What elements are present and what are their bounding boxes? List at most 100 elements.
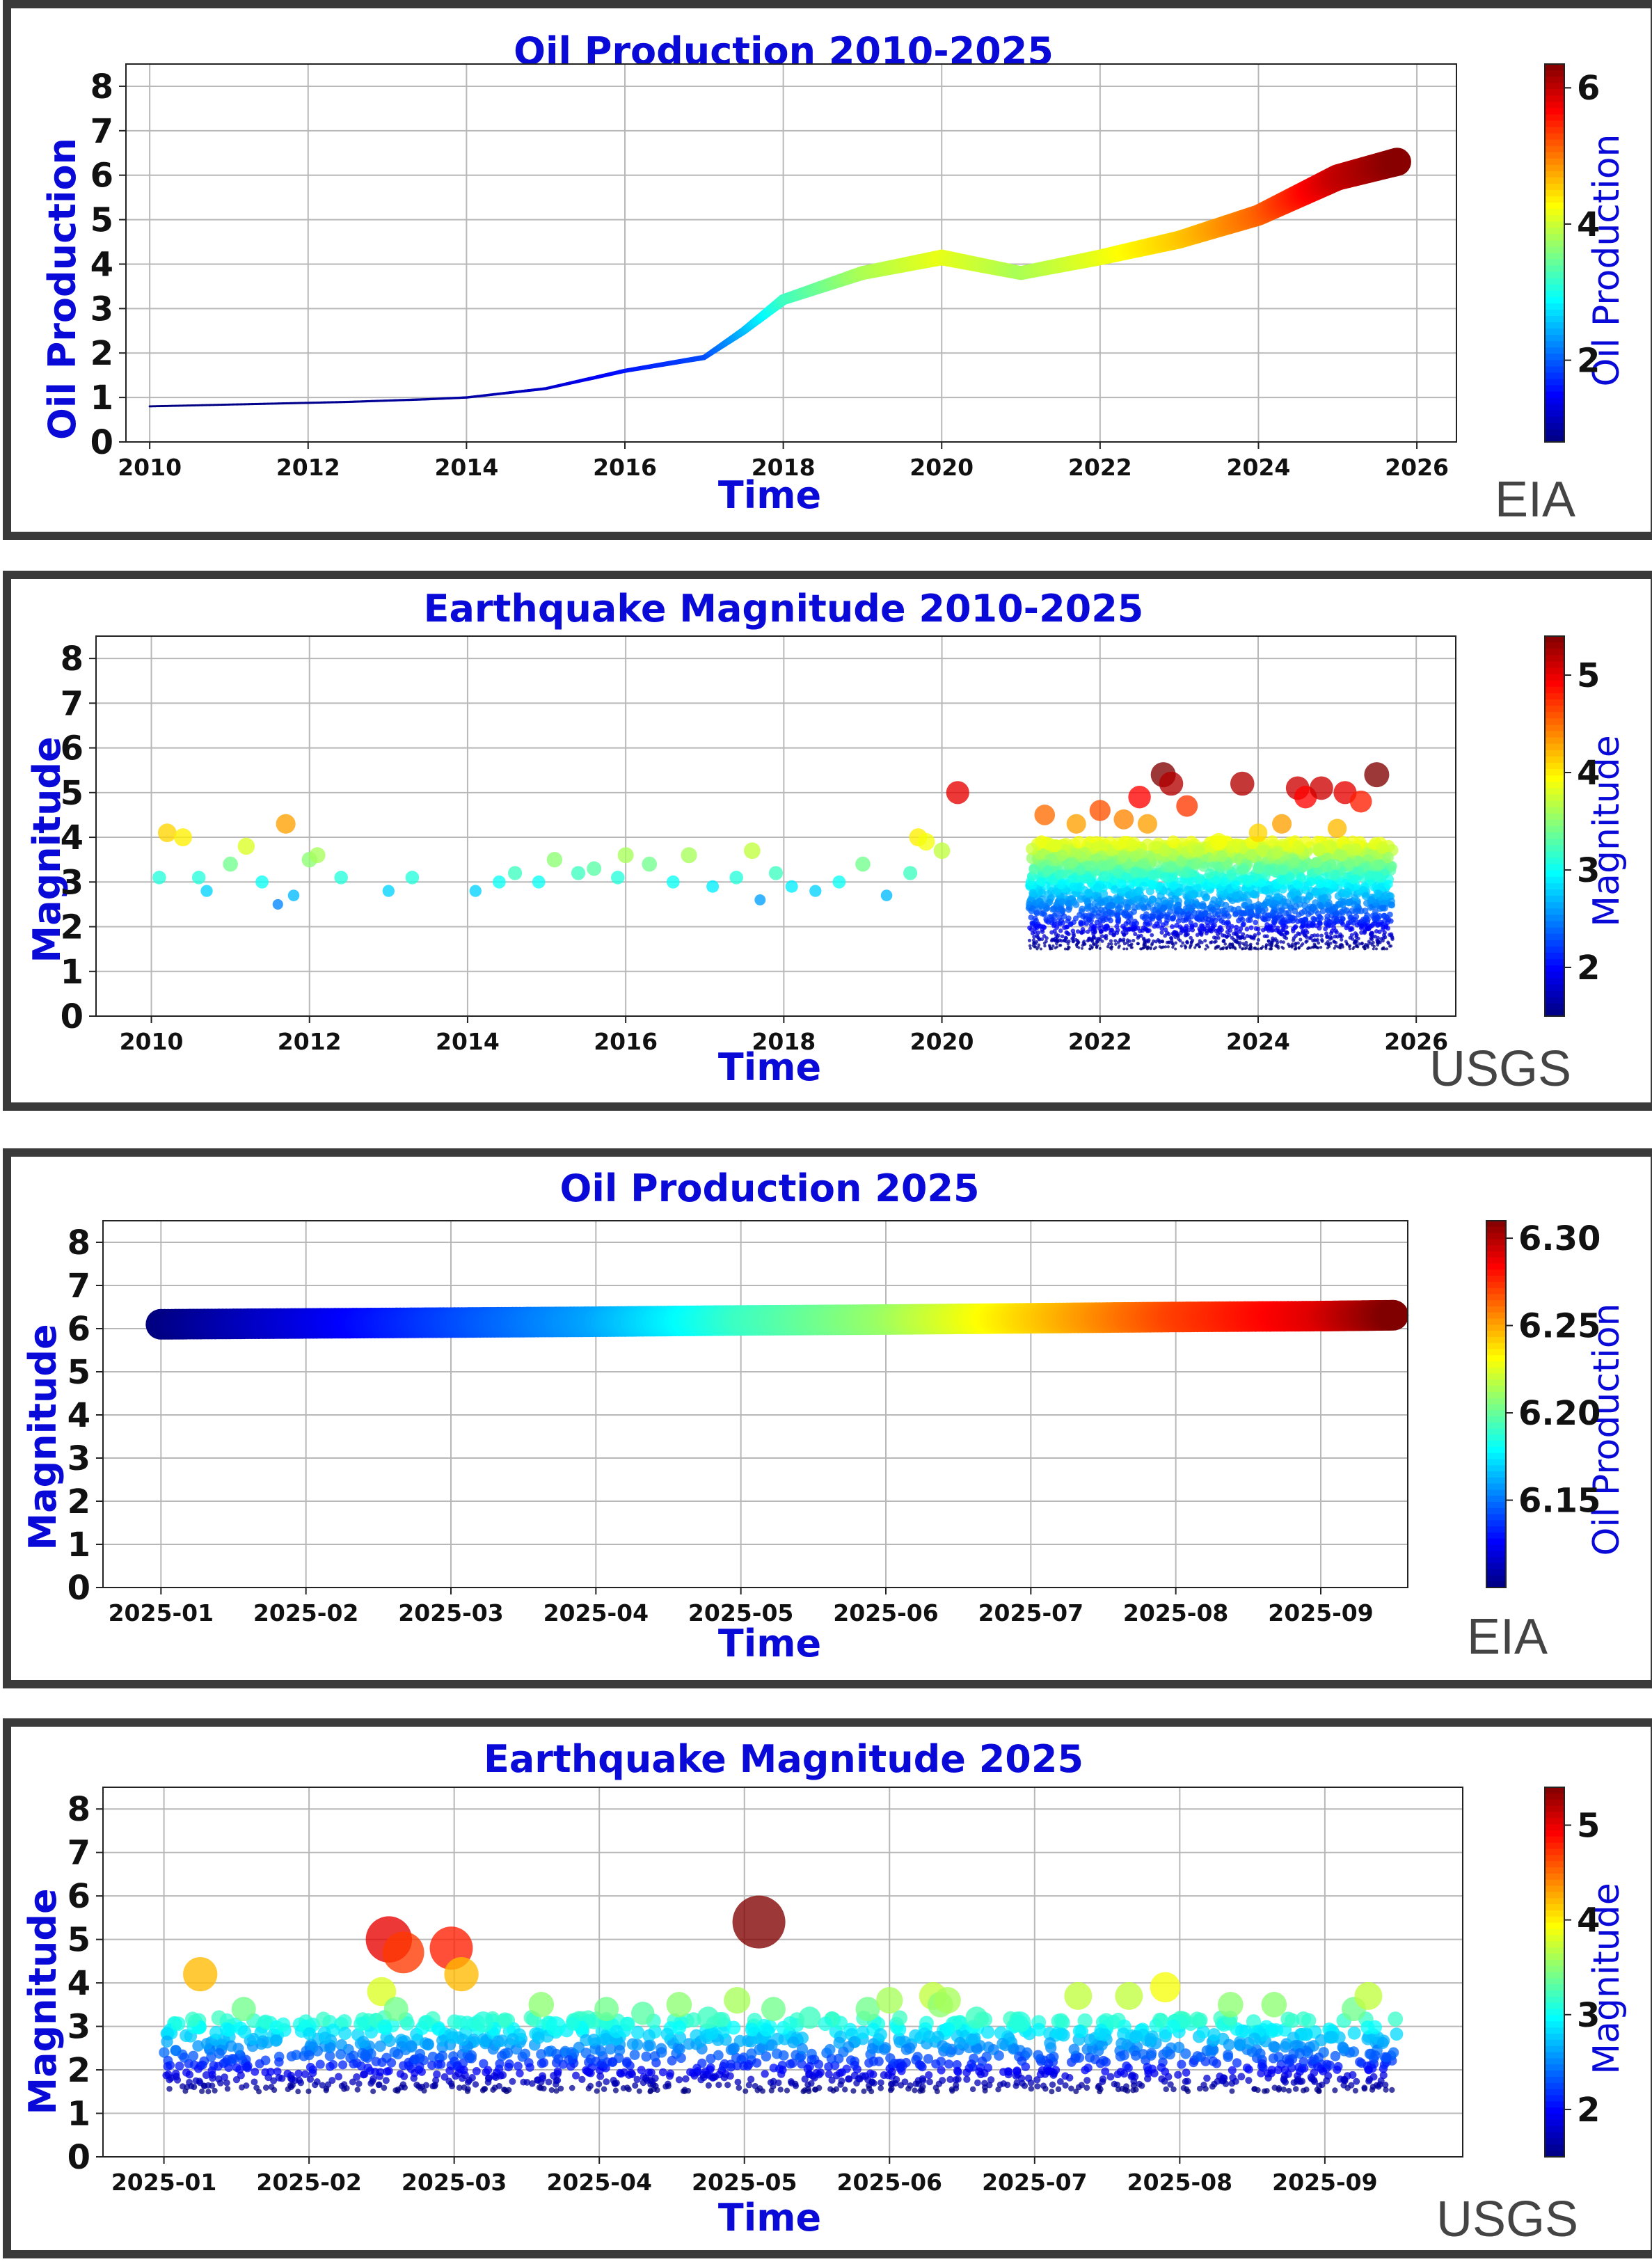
scatter-point [1138, 857, 1150, 869]
colorbar-segment [1486, 1496, 1506, 1503]
colorbar-segment [1545, 725, 1564, 732]
scatter-point [1388, 901, 1396, 909]
colorbar-segment [1486, 1483, 1506, 1491]
scatter-point [629, 2050, 640, 2060]
scatter-point [1060, 920, 1066, 926]
scatter-point [1170, 915, 1177, 921]
colorbar-segment [1486, 1471, 1506, 1478]
scatter-point [1265, 899, 1273, 906]
scatter-point [1048, 2052, 1059, 2062]
y-tick-label: 3 [67, 1439, 90, 1478]
scatter-point [1092, 935, 1096, 940]
colorbar-segment [1545, 328, 1564, 336]
colorbar-segment [1545, 908, 1564, 916]
scatter-point [1287, 892, 1295, 900]
scatter-point [1054, 942, 1058, 946]
scatter-point [1256, 931, 1261, 936]
scatter-point [1355, 944, 1358, 948]
colorbar-segment [1545, 366, 1564, 374]
scatter-point [1129, 889, 1138, 898]
colorbar-segment [1545, 972, 1564, 979]
scatter-point [1132, 919, 1138, 924]
scatter-point [1193, 946, 1197, 949]
scatter-point [1123, 903, 1131, 911]
scatter-point [272, 899, 283, 910]
scatter-point [1328, 935, 1333, 940]
scatter-point [1314, 945, 1317, 949]
scatter-point [200, 885, 213, 897]
scatter-point [1344, 923, 1350, 928]
scatter-point [658, 2068, 667, 2077]
colorbar-segment [1486, 1349, 1506, 1356]
colorbar-segment [1545, 845, 1564, 853]
data-marks [159, 1895, 1404, 2095]
scatter-point [1160, 904, 1168, 912]
scatter-point [1161, 940, 1165, 944]
scatter-point [1157, 939, 1161, 943]
x-tick-label: 2022 [1068, 454, 1132, 481]
scatter-point [1194, 943, 1198, 947]
scatter-point [1152, 924, 1157, 929]
scatter-point [995, 2087, 1001, 2093]
scatter-point [1330, 859, 1342, 871]
scatter-point [223, 856, 238, 872]
colorbar-segment [1486, 1544, 1506, 1552]
scatter-point [1324, 931, 1329, 936]
scatter-point [1198, 910, 1205, 917]
scatter-point [1389, 944, 1393, 948]
scatter-point [1098, 947, 1102, 950]
colorbar-segment [1545, 902, 1564, 910]
colorbar-segment [1545, 139, 1564, 147]
y-tick-label: 4 [61, 818, 84, 857]
colorbar-segment [1545, 158, 1564, 166]
colorbar-segment [1545, 870, 1564, 878]
scatter-point [1058, 943, 1063, 947]
y-tick-label: 5 [90, 201, 113, 240]
scatter-point [1130, 908, 1138, 915]
colorbar-segment [1545, 435, 1564, 443]
scatter-point [1205, 868, 1215, 879]
x-tick-label: 2010 [120, 1028, 184, 1055]
scatter-point [1066, 932, 1071, 937]
scatter-point [1255, 926, 1261, 932]
scatter-point [1231, 880, 1240, 889]
colorbar-segment [1545, 177, 1564, 184]
chart-oil-production-2010-2025: Oil Production 2010-2025 Time Oil Produc… [40, 29, 1628, 528]
y-tick-label: 0 [67, 1569, 90, 1608]
scatter-point [262, 2084, 269, 2091]
colorbar-label: Oil Production [1586, 1303, 1628, 1555]
scatter-point [1334, 944, 1337, 948]
chart-earthquake-magnitude-2025: Earthquake Magnitude 2025 Time Magnitude… [21, 1737, 1628, 2247]
scatter-point [1361, 2032, 1374, 2045]
scatter-point [1253, 933, 1257, 937]
scatter-point [1238, 936, 1243, 941]
scatter-point [1096, 860, 1108, 871]
scatter-point [1083, 889, 1093, 898]
x-tick-label: 2014 [436, 1028, 500, 1055]
scatter-point [1339, 901, 1347, 909]
scatter-point [1370, 921, 1376, 928]
colorbar-segment [1545, 953, 1564, 960]
scatter-point [1381, 892, 1390, 901]
scatter-point [1091, 926, 1096, 931]
scatter-point [987, 2076, 995, 2084]
scatter-point [1313, 844, 1326, 857]
y-tick-label: 2 [61, 908, 84, 947]
scatter-point [1209, 900, 1216, 908]
scatter-point [1253, 919, 1259, 926]
scatter-point [1110, 885, 1119, 894]
colorbar-segment [1545, 284, 1564, 292]
scatter-point [1060, 934, 1065, 939]
scatter-point [296, 2077, 303, 2084]
scatter-point [1181, 941, 1185, 945]
scatter-point [1248, 925, 1254, 931]
colorbar-segment [1545, 731, 1564, 738]
colorbar-segment [1486, 1373, 1506, 1381]
scatter-point [1205, 917, 1212, 923]
scatter-point [484, 2066, 493, 2075]
axes-frame [95, 635, 1456, 1017]
scatter-point [1158, 945, 1161, 949]
scatter-point [1092, 905, 1099, 913]
scatter-point [305, 2088, 312, 2094]
scatter-point [1188, 920, 1194, 926]
